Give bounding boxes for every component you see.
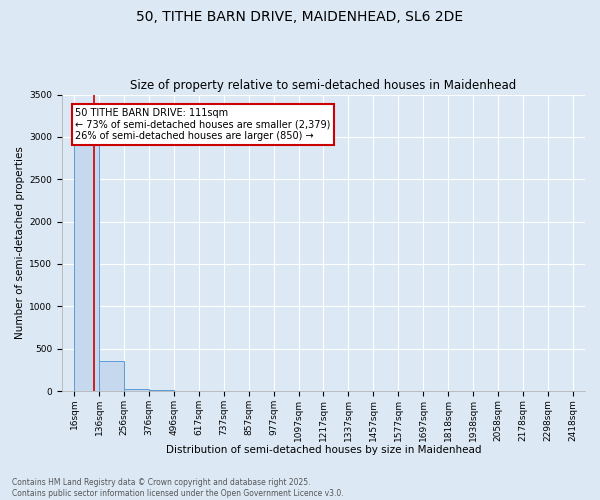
Title: Size of property relative to semi-detached houses in Maidenhead: Size of property relative to semi-detach… <box>130 79 517 92</box>
Bar <box>74 118 99 391</box>
X-axis label: Distribution of semi-detached houses by size in Maidenhead: Distribution of semi-detached houses by … <box>166 445 481 455</box>
Bar <box>149 390 174 391</box>
Text: Contains HM Land Registry data © Crown copyright and database right 2025.
Contai: Contains HM Land Registry data © Crown c… <box>12 478 344 498</box>
Y-axis label: Number of semi-detached properties: Number of semi-detached properties <box>15 146 25 339</box>
Bar <box>124 390 149 391</box>
Text: 50, TITHE BARN DRIVE, MAIDENHEAD, SL6 2DE: 50, TITHE BARN DRIVE, MAIDENHEAD, SL6 2D… <box>136 10 464 24</box>
Text: 50 TITHE BARN DRIVE: 111sqm
← 73% of semi-detached houses are smaller (2,379)
26: 50 TITHE BARN DRIVE: 111sqm ← 73% of sem… <box>76 108 331 141</box>
Bar <box>99 362 124 391</box>
